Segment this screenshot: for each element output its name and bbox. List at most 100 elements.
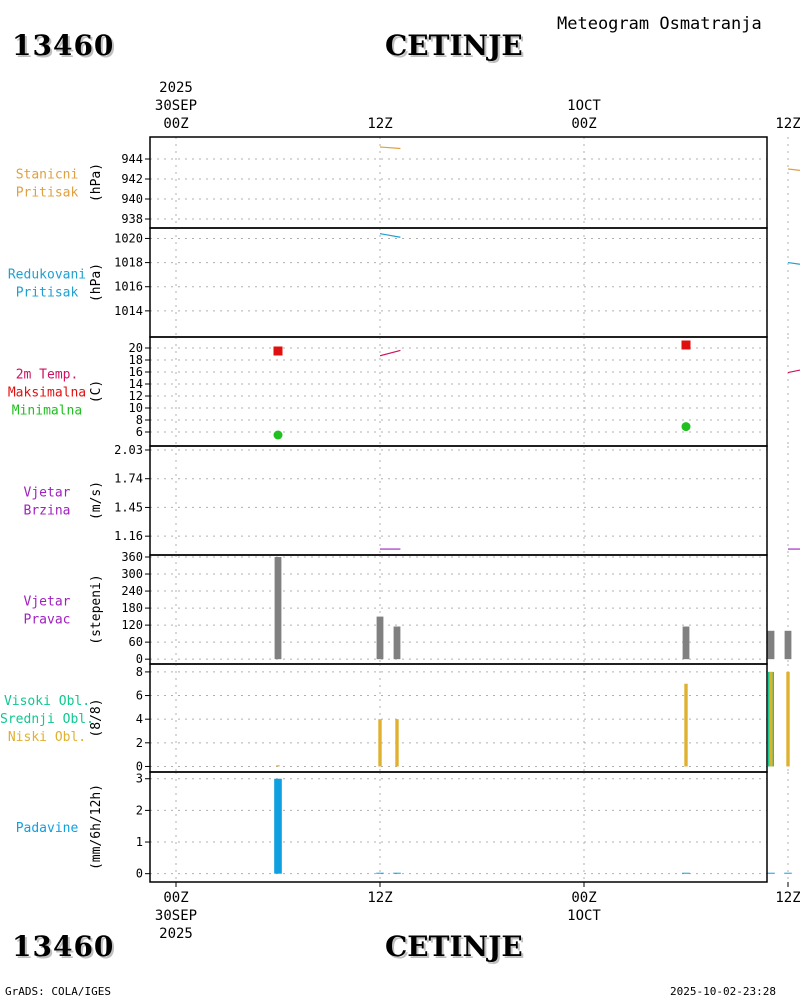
y-tick-label: 0 [136, 652, 143, 666]
y-tick-label: 2 [136, 803, 143, 817]
y-tick-label: 16 [129, 365, 143, 379]
footer-station-id: 13460 [12, 930, 115, 963]
top-date-label: 30SEP [155, 98, 197, 114]
bar [395, 719, 399, 767]
panel-label: Brzina [24, 504, 71, 519]
panel-label: Pritisak [16, 186, 79, 201]
series-segment [379, 233, 401, 238]
bottom-hour-label: 00Z [571, 890, 596, 906]
bar [786, 671, 790, 767]
y-tick-label: 18 [129, 353, 143, 367]
panel-label: Redukovani [8, 268, 86, 283]
header-title: Meteogram Osmatranja [557, 14, 762, 34]
series-segment [787, 369, 800, 374]
bottom-hour-label: 12Z [367, 890, 392, 906]
y-tick-label: 60 [129, 635, 143, 649]
y-tick-label: 1016 [114, 280, 143, 294]
series-segment [379, 146, 401, 150]
y-tick-label: 944 [121, 152, 143, 166]
panel-frame [149, 227, 768, 338]
footer-timestamp: 2025-10-02-23:28 [670, 985, 776, 998]
y-axis-label: (C) [89, 380, 104, 403]
bottom-year-label: 2025 [159, 926, 193, 942]
y-axis-label: (mm/6h/12h) [89, 784, 104, 870]
tmin-marker [681, 422, 691, 432]
y-tick-label: 1.74 [114, 472, 143, 486]
panel-label: 2m Temp. [16, 368, 79, 383]
bar [393, 626, 401, 660]
panel-frame [149, 771, 768, 883]
top-hour-label: 00Z [163, 116, 188, 132]
panel-label: Pravac [24, 613, 71, 628]
y-tick-label: 360 [121, 550, 143, 564]
y-tick-label: 240 [121, 584, 143, 598]
bar [682, 626, 690, 660]
y-axis-label: (8/8) [89, 698, 104, 737]
y-tick-label: 20 [129, 341, 143, 355]
y-tick-label: 10 [129, 401, 143, 415]
panel-label: Pritisak [16, 286, 79, 301]
bar [378, 719, 382, 767]
y-tick-label: 2 [136, 736, 143, 750]
panel-clouds: 0 2 4 6 8 (8/8)Visoki Obl. Srednji Obl. Niski O… [0, 663, 790, 773]
panel-label: Maksimalna [8, 386, 86, 401]
y-tick-label: 14 [129, 377, 143, 391]
panel-label: Minimalna [12, 404, 82, 419]
y-tick-label: 6 [136, 425, 143, 439]
bar [784, 630, 792, 660]
bar [682, 872, 690, 874]
y-tick-label: 940 [121, 192, 143, 206]
header-station-id: 13460 [12, 29, 115, 62]
bar [393, 872, 401, 874]
panel-label: Vjetar [24, 486, 71, 501]
bar [767, 630, 775, 660]
panel-precipitation: 0 1 2 3 (mm/6h/12h) Padavine [16, 771, 792, 883]
bar [376, 616, 384, 660]
footer-credit: GrADS: COLA/IGES [5, 985, 111, 998]
panel-label: Padavine [16, 821, 79, 836]
panel-label: Srednji Obl. [0, 712, 94, 727]
y-tick-label: 1.45 [114, 500, 143, 514]
y-tick-label: 1014 [114, 304, 143, 318]
y-axis-label: (stepeni) [89, 574, 104, 644]
tmax-marker [273, 346, 283, 356]
top-hour-label: 12Z [367, 116, 392, 132]
y-axis-label: (hPa) [89, 263, 104, 302]
y-axis-label: (hPa) [89, 163, 104, 202]
y-tick-label: 0 [136, 759, 143, 773]
bar [376, 872, 384, 874]
bar [274, 778, 282, 874]
series-segment [787, 168, 800, 172]
bottom-hour-label: 00Z [163, 890, 188, 906]
header-station-name: CETINJE [385, 29, 523, 62]
series-segment [379, 349, 401, 357]
y-tick-label: 1020 [114, 231, 143, 245]
panel-station-pressure: 938 940 942 944 (hPa) Stanicni Pritisak [16, 136, 800, 229]
y-tick-label: 1018 [114, 256, 143, 270]
y-tick-label: 1.16 [114, 529, 143, 543]
bar [276, 765, 280, 767]
bar [784, 872, 792, 874]
top-hour-label: 00Z [571, 116, 596, 132]
panel-frame [149, 445, 768, 556]
bar [769, 671, 773, 767]
y-axis-label: (m/s) [89, 481, 104, 520]
tmin-marker [273, 430, 283, 440]
y-tick-label: 938 [121, 212, 143, 226]
y-tick-label: 6 [136, 689, 143, 703]
panel-frame [149, 663, 768, 773]
bottom-hour-label: 12Z [775, 890, 800, 906]
bar [684, 683, 688, 767]
bar [767, 872, 775, 874]
y-tick-label: 12 [129, 389, 143, 403]
y-tick-label: 1 [136, 835, 143, 849]
panel-frame [149, 336, 768, 447]
panel-label: Visoki Obl. [4, 694, 90, 709]
y-tick-label: 942 [121, 172, 143, 186]
panel-label: Niski Obl. [8, 730, 86, 745]
time-axis-top: 202530SEP1OCT2OCT00Z12Z00Z12Z00Z12Z [155, 80, 800, 132]
bottom-date-label: 1OCT [567, 908, 601, 924]
y-tick-label: 0 [136, 867, 143, 881]
